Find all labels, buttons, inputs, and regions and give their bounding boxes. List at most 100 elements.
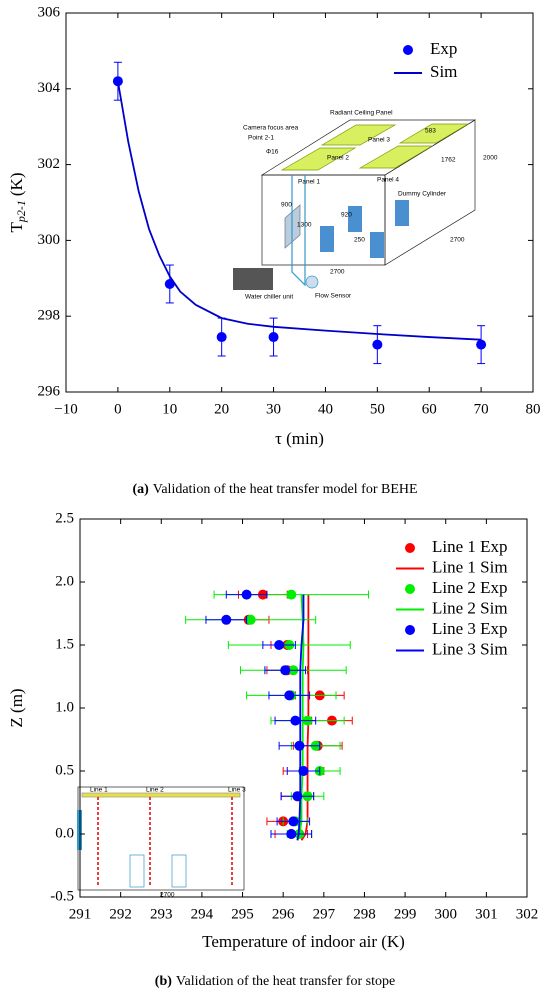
inset-label: 2700 <box>450 237 465 244</box>
inset-label: Dummy Cylinder <box>398 191 447 198</box>
x-tick-label: 20 <box>214 401 229 417</box>
inset-label: Flow Sensor <box>315 293 352 300</box>
caption-text: Validation of the heat transfer for stop… <box>176 974 395 989</box>
legend-marker <box>405 584 415 594</box>
legend-label: Line 2 Sim <box>432 598 508 617</box>
data-point <box>268 332 279 343</box>
caption-label: (b) <box>155 974 172 989</box>
y-tick-label: 298 <box>38 308 61 324</box>
y-axis-label-sub: p2-1 <box>14 200 28 223</box>
y-tick-label: 300 <box>38 232 61 248</box>
inset-label: 920 <box>341 212 352 219</box>
y-tick-label: 302 <box>38 156 61 172</box>
legend-label: Line 3 Exp <box>432 619 508 638</box>
inset-label: Panel 1 <box>298 179 320 186</box>
cylinder <box>370 232 384 258</box>
y-axis-label: Z (m) <box>7 688 26 727</box>
inset-label: 2700 <box>330 269 345 276</box>
sim-line <box>117 81 482 341</box>
cylinder <box>395 200 409 226</box>
inset-label: Point 2-1 <box>248 135 274 142</box>
legend-marker <box>405 543 415 553</box>
x-tick-label: 294 <box>191 906 214 922</box>
stope-schematic <box>77 786 245 891</box>
y-axis-label: Tp2-1 (K) <box>7 173 28 233</box>
inset-label: Radiant Ceiling Panel <box>330 110 393 117</box>
data-point <box>221 614 232 625</box>
panel <box>280 147 357 171</box>
inset-label: Water chiller unit <box>245 294 293 301</box>
x-tick-label: 298 <box>353 906 376 922</box>
caption: (b) Validation of the heat transfer for s… <box>155 974 395 989</box>
x-tick-label: 80 <box>526 401 541 417</box>
data-point <box>288 816 299 827</box>
inset-label: 583 <box>425 128 436 135</box>
x-tick-label: −10 <box>54 401 77 417</box>
panel <box>398 123 470 144</box>
y-axis-label-unit: (K) <box>7 173 26 197</box>
legend-label: Exp <box>430 39 457 58</box>
y-tick-label: 0.0 <box>55 825 74 841</box>
x-tick-label: 302 <box>516 906 539 922</box>
inset-label: 900 <box>281 202 292 209</box>
x-tick-label: 299 <box>394 906 417 922</box>
flow-sensor <box>305 275 319 289</box>
inset-label: Line 1 <box>90 787 108 794</box>
x-tick-label: 293 <box>150 906 173 922</box>
x-axis-label: τ (min) <box>275 429 324 448</box>
legend-label: Line 3 Sim <box>432 639 508 658</box>
data-point <box>372 339 383 350</box>
legend-marker <box>405 625 415 635</box>
cylinder <box>171 854 187 888</box>
x-tick-label: 297 <box>313 906 336 922</box>
sim-line <box>296 594 305 841</box>
panel <box>81 792 241 798</box>
x-tick-label: 10 <box>162 401 177 417</box>
inset-label: 250 <box>354 237 365 244</box>
data-point <box>241 589 252 600</box>
y-tick-label: 0.5 <box>55 762 74 778</box>
cylinder <box>320 226 334 252</box>
y-tick-label: 2.5 <box>55 510 74 526</box>
pipe <box>291 175 306 287</box>
x-tick-label: 60 <box>422 401 437 417</box>
chiller <box>233 268 273 290</box>
inset-label: Panel 2 <box>327 155 349 162</box>
x-tick-label: 295 <box>231 906 254 922</box>
cylinder <box>348 206 362 232</box>
data-point <box>216 332 227 343</box>
caption-text: Validation of the heat transfer model fo… <box>153 482 418 497</box>
y-axis-label-main: T <box>7 222 26 233</box>
inset-label: Line 2 <box>146 787 164 794</box>
legend-label: Line 1 Sim <box>432 557 508 576</box>
inset-label: 2000 <box>483 155 498 162</box>
caption-label: (a) <box>132 482 149 497</box>
legend-marker <box>403 45 413 55</box>
x-tick-label: 296 <box>272 906 295 922</box>
x-tick-label: 70 <box>474 401 489 417</box>
x-tick-label: 292 <box>109 906 132 922</box>
caption: (a) Validation of the heat transfer model… <box>132 482 417 497</box>
data-point <box>280 665 291 676</box>
legend-label: Sim <box>430 62 457 81</box>
x-tick-label: 40 <box>318 401 333 417</box>
y-tick-label: 1.0 <box>55 699 74 715</box>
x-axis-label: Temperature of indoor air (K) <box>202 932 405 951</box>
inset-label: Φ16 <box>266 149 279 156</box>
panel <box>320 124 397 146</box>
x-tick-label: 0 <box>114 401 122 417</box>
data-point <box>284 690 295 701</box>
y-tick-label: -0.5 <box>50 888 74 904</box>
legend-label: Line 1 Exp <box>432 537 508 556</box>
x-tick-label: 300 <box>434 906 457 922</box>
data-point <box>112 76 123 87</box>
y-tick-label: 296 <box>38 383 61 399</box>
data-point <box>290 715 301 726</box>
inset-label: 2700 <box>160 892 175 899</box>
sim-line <box>296 594 305 841</box>
y-tick-label: 306 <box>38 4 61 20</box>
inset-label: 1300 <box>297 222 312 229</box>
x-tick-label: 291 <box>69 906 92 922</box>
